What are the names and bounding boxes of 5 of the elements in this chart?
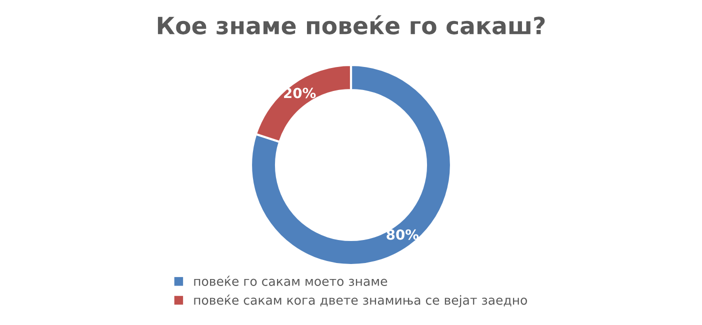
data-label: 80%	[386, 229, 419, 240]
data-label: 20%	[284, 88, 316, 98]
chart-title: Кое знаме повеќе го сакаш?	[158, 15, 545, 34]
legend-label: повеќе сакам кога двете знамиња се вејат заедно	[194, 294, 527, 308]
legend-label: повеќе го сакам моето знаме	[194, 276, 388, 286]
